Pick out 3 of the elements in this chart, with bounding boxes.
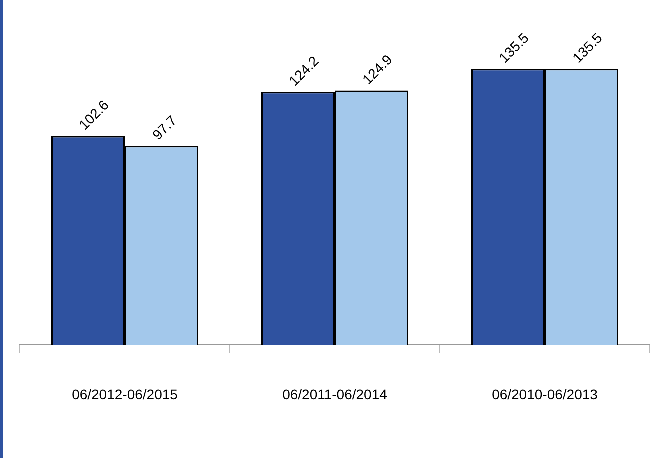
- x-tick-label: 06/2012-06/2015: [72, 386, 178, 402]
- x-tick-label: 06/2010-06/2013: [492, 386, 598, 402]
- x-tick-label: 06/2011-06/2014: [282, 386, 388, 402]
